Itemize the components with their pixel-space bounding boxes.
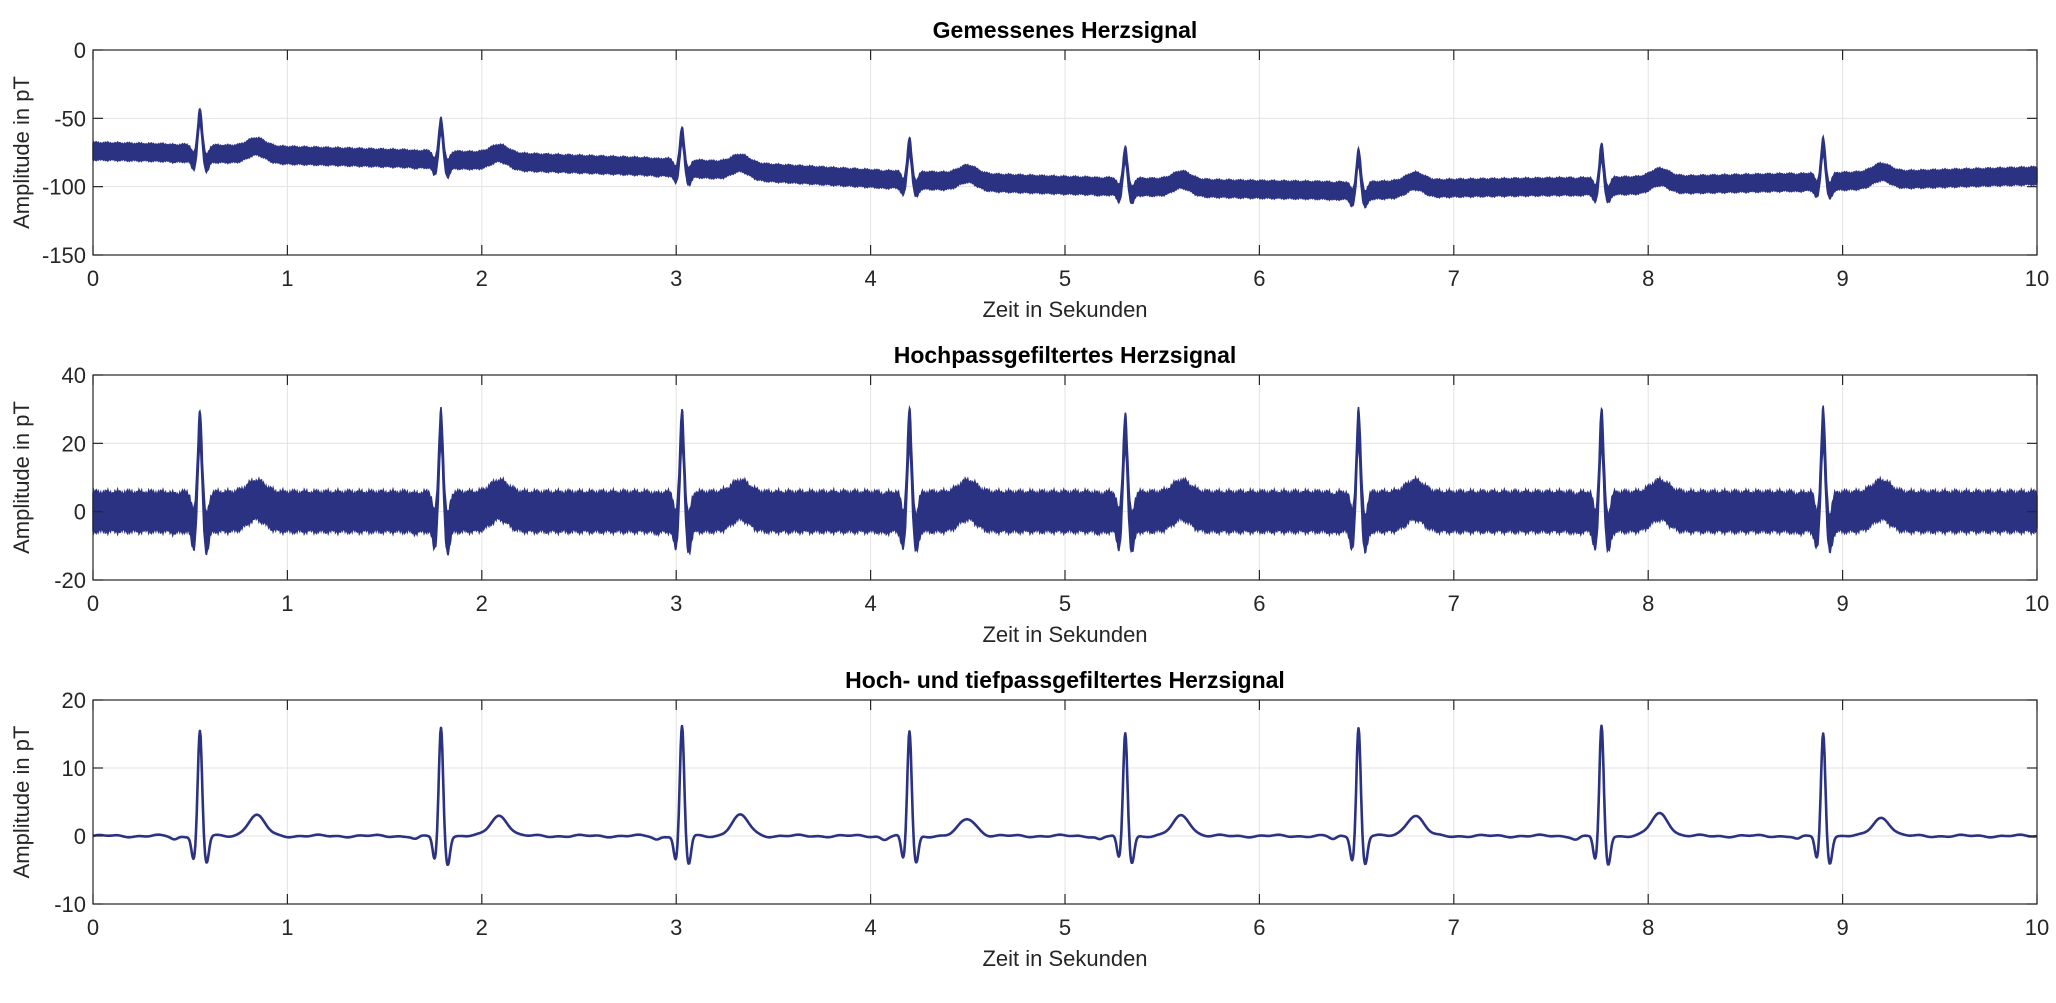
x-tick-label: 9 xyxy=(1836,266,1848,291)
subplot-2: 0 1 2 3 4 5 6 7 8 9 10-2002040Hochpassgefiltertes … xyxy=(9,342,2049,647)
y-tick-label: -100 xyxy=(42,175,86,200)
x-tick-label: 8 xyxy=(1642,266,1654,291)
y-tick-label: -10 xyxy=(54,892,86,917)
x-tick-label: 7 xyxy=(1448,591,1460,616)
x-tick-label: 4 xyxy=(864,915,876,940)
y-tick-label: 0 xyxy=(74,824,86,849)
y-tick-label: -50 xyxy=(54,106,86,131)
series-line xyxy=(92,724,2038,867)
y-tick-label: 20 xyxy=(62,688,86,713)
x-tick-label: 10 xyxy=(2025,915,2049,940)
x-axis-label: Zeit in Sekunden xyxy=(982,297,1147,322)
x-tick-label: 0 xyxy=(87,915,99,940)
y-tick-label: 20 xyxy=(62,431,86,456)
x-tick-label: 5 xyxy=(1059,915,1071,940)
signal-line xyxy=(92,114,2038,201)
x-tick-label: 3 xyxy=(670,591,682,616)
x-tick-label: 1 xyxy=(281,266,293,291)
x-tick-label: 3 xyxy=(670,915,682,940)
x-tick-label: 9 xyxy=(1836,915,1848,940)
x-tick-label: 6 xyxy=(1253,266,1265,291)
x-axis-label: Zeit in Sekunden xyxy=(982,622,1147,647)
x-tick-label: 5 xyxy=(1059,266,1071,291)
signal-line xyxy=(92,425,2038,535)
x-tick-label: 8 xyxy=(1642,591,1654,616)
y-tick-label: 40 xyxy=(62,363,86,388)
y-tick-label: 0 xyxy=(74,38,86,63)
x-tick-label: 1 xyxy=(281,915,293,940)
x-axis-label: Zeit in Sekunden xyxy=(982,946,1147,971)
y-tick-label: 10 xyxy=(62,756,86,781)
x-tick-label: 1 xyxy=(281,591,293,616)
x-tick-label: 6 xyxy=(1253,591,1265,616)
y-tick-label: -150 xyxy=(42,243,86,268)
chart-title: Hochpassgefiltertes Herzsignal xyxy=(894,342,1237,368)
x-tick-label: 2 xyxy=(476,915,488,940)
chart-title: Gemessenes Herzsignal xyxy=(933,17,1198,43)
x-tick-label: 5 xyxy=(1059,591,1071,616)
signal-line xyxy=(92,724,2038,867)
y-tick-label: -20 xyxy=(54,568,86,593)
x-tick-label: 6 xyxy=(1253,915,1265,940)
x-tick-label: 2 xyxy=(476,591,488,616)
x-tick-label: 9 xyxy=(1836,591,1848,616)
y-axis-label: Amplitude in pT xyxy=(9,726,34,879)
x-tick-label: 8 xyxy=(1642,915,1654,940)
x-tick-label: 4 xyxy=(864,266,876,291)
y-axis-label: Amplitude in pT xyxy=(9,401,34,554)
x-tick-label: 10 xyxy=(2025,591,2049,616)
x-tick-label: 0 xyxy=(87,266,99,291)
x-tick-label: 2 xyxy=(476,266,488,291)
x-tick-label: 3 xyxy=(670,266,682,291)
x-tick-label: 4 xyxy=(864,591,876,616)
chart-title: Hoch- und tiefpassgefiltertes Herzsignal xyxy=(845,667,1285,693)
x-tick-label: 7 xyxy=(1448,915,1460,940)
x-tick-label: 0 xyxy=(87,591,99,616)
subplot-1: 0 1 2 3 4 5 6 7 8 9 10 -150 -100 -50 0 Gemessenes Herzs… xyxy=(9,17,2049,322)
x-tick-label: 7 xyxy=(1448,266,1460,291)
y-tick-label: 0 xyxy=(74,500,86,525)
x-tick-label: 10 xyxy=(2025,266,2049,291)
y-axis-label: Amplitude in pT xyxy=(9,76,34,229)
